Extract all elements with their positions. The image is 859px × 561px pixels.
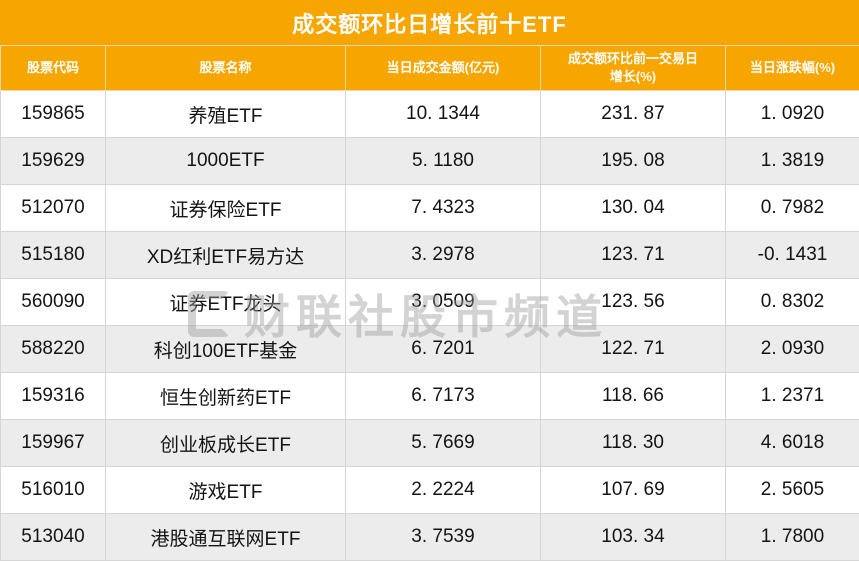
cell-change: 1. 0920 [726,91,859,138]
table-row: 159316 恒生创新药ETF 6. 7173 118. 66 1. 2371 [1,373,859,420]
header-change-label: 当日涨跌幅(%) [750,60,835,75]
cell-stock-name: 养殖ETF [106,91,346,138]
header-growth: 成交额环比前一交易日增长(%) [541,46,726,91]
cell-stock-name: 科创100ETF基金 [106,326,346,373]
cell-growth: 118. 66 [541,373,726,420]
table-row: 159865 养殖ETF 10. 1344 231. 87 1. 0920 [1,91,859,138]
etf-table: 股票代码 股票名称 当日成交金额(亿元) 成交额环比前一交易日增长(%) 当日涨… [0,45,859,561]
cell-growth: 231. 87 [541,91,726,138]
cell-growth: 118. 30 [541,420,726,467]
cell-change: 1. 2371 [726,373,859,420]
header-amount-label: 当日成交金额(亿元) [387,60,500,75]
table-row: 159967 创业板成长ETF 5. 7669 118. 30 4. 6018 [1,420,859,467]
cell-stock-code: 515180 [1,232,106,279]
cell-stock-code: 516010 [1,467,106,514]
cell-change: 1. 3819 [726,138,859,185]
header-growth-label: 成交额环比前一交易日增长(%) [563,50,703,85]
cell-change: 2. 5605 [726,467,859,514]
table-row: 159629 1000ETF 5. 1180 195. 08 1. 3819 [1,138,859,185]
cell-amount: 3. 0509 [346,279,541,326]
cell-amount: 7. 4323 [346,185,541,232]
cell-change: 4. 6018 [726,420,859,467]
cell-growth: 130. 04 [541,185,726,232]
cell-stock-code: 159629 [1,138,106,185]
cell-stock-code: 159316 [1,373,106,420]
header-stock-code: 股票代码 [1,46,106,91]
cell-amount: 3. 7539 [346,514,541,561]
header-row: 股票代码 股票名称 当日成交金额(亿元) 成交额环比前一交易日增长(%) 当日涨… [1,46,859,91]
table-row: 560090 证券ETF龙头 3. 0509 123. 56 0. 8302 [1,279,859,326]
cell-stock-code: 560090 [1,279,106,326]
cell-growth: 107. 69 [541,467,726,514]
header-change: 当日涨跌幅(%) [726,46,859,91]
cell-stock-name: 游戏ETF [106,467,346,514]
header-stock-code-label: 股票代码 [27,60,79,75]
table-row: 513040 港股通互联网ETF 3. 7539 103. 34 1. 7800 [1,514,859,561]
cell-growth: 122. 71 [541,326,726,373]
cell-stock-name: XD红利ETF易方达 [106,232,346,279]
cell-stock-code: 159865 [1,91,106,138]
cell-stock-name: 证券ETF龙头 [106,279,346,326]
cell-stock-name: 恒生创新药ETF [106,373,346,420]
cell-growth: 103. 34 [541,514,726,561]
table-row: 515180 XD红利ETF易方达 3. 2978 123. 71 -0. 14… [1,232,859,279]
table-row: 512070 证券保险ETF 7. 4323 130. 04 0. 7982 [1,185,859,232]
cell-amount: 5. 1180 [346,138,541,185]
cell-stock-code: 159967 [1,420,106,467]
cell-growth: 123. 71 [541,232,726,279]
cell-amount: 2. 2224 [346,467,541,514]
page-title: 成交额环比日增长前十ETF [0,0,859,45]
cell-growth: 123. 56 [541,279,726,326]
cell-amount: 6. 7201 [346,326,541,373]
table-row: 516010 游戏ETF 2. 2224 107. 69 2. 5605 [1,467,859,514]
cell-stock-name: 1000ETF [106,138,346,185]
cell-growth: 195. 08 [541,138,726,185]
cell-amount: 6. 7173 [346,373,541,420]
header-stock-name: 股票名称 [106,46,346,91]
cell-change: -0. 1431 [726,232,859,279]
cell-stock-name: 证券保险ETF [106,185,346,232]
cell-change: 1. 7800 [726,514,859,561]
cell-stock-code: 512070 [1,185,106,232]
header-amount: 当日成交金额(亿元) [346,46,541,91]
cell-change: 0. 8302 [726,279,859,326]
cell-amount: 3. 2978 [346,232,541,279]
cell-change: 2. 0930 [726,326,859,373]
header-stock-name-label: 股票名称 [199,60,251,75]
cell-amount: 5. 7669 [346,420,541,467]
cell-stock-code: 513040 [1,514,106,561]
cell-stock-name: 创业板成长ETF [106,420,346,467]
cell-stock-code: 588220 [1,326,106,373]
cell-amount: 10. 1344 [346,91,541,138]
table-row: 588220 科创100ETF基金 6. 7201 122. 71 2. 093… [1,326,859,373]
cell-stock-name: 港股通互联网ETF [106,514,346,561]
cell-change: 0. 7982 [726,185,859,232]
